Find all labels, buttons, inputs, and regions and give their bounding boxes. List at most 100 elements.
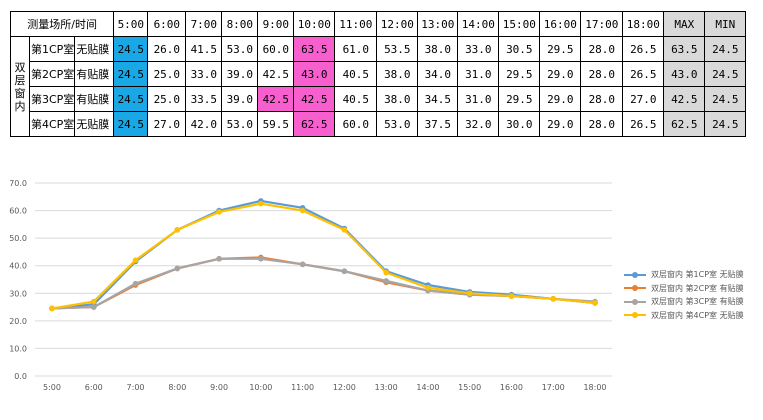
value-cell: 39.0 xyxy=(221,86,259,112)
film-cell: 无贴膜 xyxy=(74,36,115,62)
data-point xyxy=(383,278,389,284)
value-cell: 53.0 xyxy=(221,36,259,62)
legend-item: 双层窗内 第3CP室 有贴膜 xyxy=(624,295,744,309)
film-cell: 有贴膜 xyxy=(74,86,115,112)
legend-label: 双层窗内 第1CP室 无贴膜 xyxy=(651,270,744,280)
y-tick-label: 0.0 xyxy=(14,372,27,381)
time-header: 15:00 xyxy=(498,11,541,37)
y-tick-label: 60.0 xyxy=(9,207,27,216)
data-point xyxy=(258,200,264,207)
data-point xyxy=(341,268,348,275)
max-header: MAX xyxy=(663,11,706,37)
x-tick-label: 14:00 xyxy=(416,383,439,392)
table-header-row: 测量场所/时间 5:00 6:00 7:00 8:00 9:00 10:00 11:00 12… xyxy=(9,11,747,37)
value-cell: 29.0 xyxy=(539,61,582,87)
legend-item: 双层窗内 第1CP室 无贴膜 xyxy=(624,268,744,282)
data-point xyxy=(508,293,515,299)
room-cell: 第4CP室 xyxy=(28,111,76,137)
x-tick-label: 16:00 xyxy=(500,383,523,392)
value-cell: 26.5 xyxy=(622,61,665,87)
y-tick-label: 10.0 xyxy=(9,344,27,353)
value-cell: 53.0 xyxy=(221,111,259,137)
value-cell: 24.5 xyxy=(113,111,149,137)
value-cell: 28.0 xyxy=(580,111,624,137)
legend-label: 双层窗内 第4CP室 无贴膜 xyxy=(651,310,744,320)
x-tick-label: 13:00 xyxy=(375,383,398,392)
data-point xyxy=(216,209,222,215)
x-tick-label: 12:00 xyxy=(333,383,356,392)
value-cell: 63.5 xyxy=(293,36,336,62)
value-cell: 28.0 xyxy=(580,61,624,87)
film-cell: 无贴膜 xyxy=(74,111,115,137)
value-cell: 42.5 xyxy=(293,86,336,112)
value-cell: 38.0 xyxy=(417,36,459,62)
value-cell: 40.5 xyxy=(334,61,378,87)
min-cell: 24.5 xyxy=(704,61,747,87)
chart-legend: 双层窗内 第1CP室 无贴膜 双层窗内 第2CP室 有贴膜 双层窗内 第3CP室 有… xyxy=(624,268,744,322)
data-point xyxy=(90,304,97,310)
room-cell: 第1CP室 xyxy=(28,36,76,62)
value-cell: 60.0 xyxy=(257,36,295,62)
y-tick-label: 70.0 xyxy=(9,179,27,188)
value-cell: 25.0 xyxy=(147,86,187,112)
data-point xyxy=(258,256,264,262)
series-line xyxy=(51,202,596,310)
value-cell: 34.0 xyxy=(417,61,459,87)
time-header: 18:00 xyxy=(622,11,665,37)
time-header: 10:00 xyxy=(293,11,336,37)
value-cell: 38.0 xyxy=(376,61,419,87)
time-header: 12:00 xyxy=(376,11,419,37)
value-cell: 30.5 xyxy=(498,36,541,62)
value-cell: 33.5 xyxy=(185,86,223,112)
max-cell: 42.5 xyxy=(663,86,706,112)
time-header: 16:00 xyxy=(539,11,582,37)
x-tick-label: 11:00 xyxy=(291,383,314,392)
value-cell: 38.0 xyxy=(376,86,419,112)
value-cell: 53.5 xyxy=(376,36,419,62)
time-header: 14:00 xyxy=(457,11,500,37)
value-cell: 34.5 xyxy=(417,86,459,112)
min-cell: 24.5 xyxy=(704,111,747,137)
data-point xyxy=(466,290,473,297)
value-cell: 26.5 xyxy=(622,111,665,137)
min-cell: 24.5 xyxy=(704,86,747,112)
y-tick-label: 20.0 xyxy=(9,317,27,326)
legend-swatch xyxy=(624,298,646,306)
value-cell: 41.5 xyxy=(185,36,223,62)
table-row: 第4CP室 无贴膜 24.5 27.0 42.0 53.0 59.5 62.5 60.0 53.0… xyxy=(11,111,747,137)
room-cell: 第3CP室 xyxy=(28,86,76,112)
data-point xyxy=(383,269,389,276)
time-header: 6:00 xyxy=(147,11,187,37)
max-cell: 63.5 xyxy=(663,36,706,62)
value-cell: 31.0 xyxy=(457,86,500,112)
time-header: 5:00 xyxy=(113,11,149,37)
line-chart: 0.0 10.0 20.0 30.0 40.0 50.0 60.0 70.0 5:00 6:00 7… xyxy=(9,179,612,392)
y-tick-label: 30.0 xyxy=(9,289,27,298)
legend-swatch xyxy=(624,311,646,319)
value-cell: 27.0 xyxy=(622,86,665,112)
header-label: 测量场所/时间 xyxy=(9,11,115,37)
legend-item: 双层窗内 第4CP室 无贴膜 xyxy=(624,309,744,323)
time-header: 17:00 xyxy=(580,11,624,37)
measurement-table: 测量场所/时间 5:00 6:00 7:00 8:00 9:00 10:00 11:00 12… xyxy=(9,11,747,137)
value-cell: 33.0 xyxy=(185,61,223,87)
value-cell: 26.0 xyxy=(147,36,187,62)
x-tick-label: 6:00 xyxy=(85,383,103,392)
data-point xyxy=(174,227,181,233)
table-row: 第3CP室 有贴膜 24.5 25.0 33.5 39.0 42.5 42.5 40.5 38.0… xyxy=(11,86,747,112)
value-cell: 29.5 xyxy=(539,36,582,62)
value-cell: 30.0 xyxy=(498,111,541,137)
film-cell: 有贴膜 xyxy=(74,61,115,87)
data-point xyxy=(550,296,557,302)
value-cell: 40.5 xyxy=(334,86,378,112)
table-row: 第2CP室 有贴膜 24.5 25.0 33.0 39.0 42.5 43.0 40.5 38.0… xyxy=(11,61,747,87)
data-point xyxy=(132,257,139,263)
value-cell: 42.5 xyxy=(257,61,295,87)
room-cell: 第2CP室 xyxy=(28,61,76,87)
value-cell: 26.5 xyxy=(622,36,665,62)
y-tick-label: 50.0 xyxy=(9,234,27,243)
x-tick-label: 5:00 xyxy=(43,383,61,392)
x-tick-label: 7:00 xyxy=(127,383,145,392)
value-cell: 29.0 xyxy=(539,111,582,137)
series-line xyxy=(51,199,596,310)
